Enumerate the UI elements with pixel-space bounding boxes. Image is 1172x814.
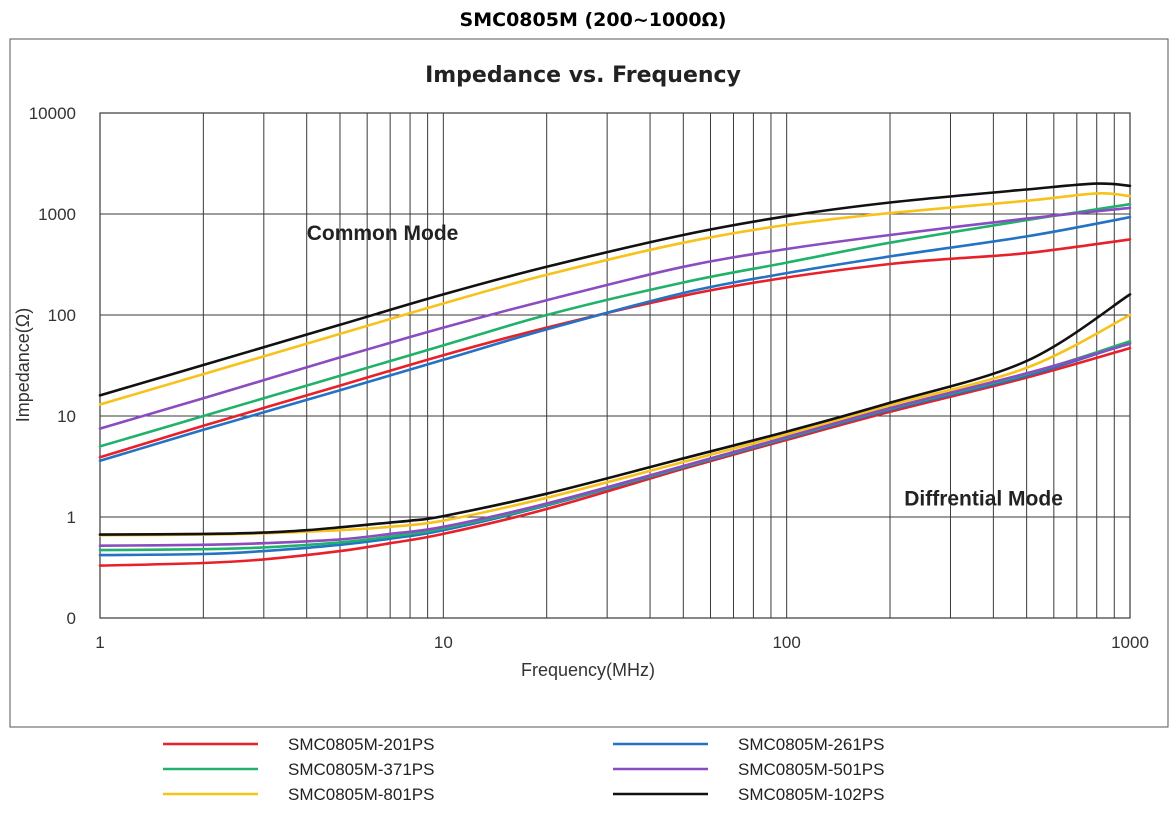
- legend-item: SMC0805M-801PS: [163, 785, 434, 804]
- series-layer: [98, 182, 1132, 567]
- y-axis-label: Impedance(Ω): [13, 308, 33, 423]
- y-tick-label: 1: [67, 508, 76, 527]
- legend: SMC0805M-201PS SMC0805M-261PS SMC0805M-371…: [163, 735, 884, 804]
- annotation-differential-mode: Diffrential Mode: [904, 487, 1063, 510]
- legend-label: SMC0805M-371PS: [288, 760, 434, 779]
- series-line-common-smc0805m-371ps: [98, 202, 1132, 448]
- legend-label: SMC0805M-261PS: [738, 735, 884, 754]
- y-tick-label: 0: [67, 609, 76, 628]
- series-line-differential-smc0805m-501ps: [98, 342, 1132, 547]
- series-line-common-smc0805m-261ps: [98, 215, 1132, 463]
- legend-item: SMC0805M-371PS: [163, 760, 434, 779]
- series-line-differential-smc0805m-102ps: [98, 293, 1132, 536]
- x-tick-label: 1000: [1111, 633, 1149, 652]
- legend-label: SMC0805M-201PS: [288, 735, 434, 754]
- y-tick-label: 10000: [29, 104, 76, 123]
- x-tick-label: 100: [772, 633, 800, 652]
- series-line-common-smc0805m-801ps: [98, 191, 1132, 406]
- annotation-common-mode: Common Mode: [307, 222, 459, 245]
- page-title: SMC0805M (200~1000Ω): [460, 9, 727, 31]
- series-line-common-smc0805m-501ps: [98, 206, 1132, 430]
- legend-item: SMC0805M-201PS: [163, 735, 434, 754]
- y-tick-label: 10: [57, 407, 76, 426]
- x-tick-label: 1: [95, 633, 104, 652]
- legend-label: SMC0805M-801PS: [288, 785, 434, 804]
- y-tick-label: 100: [48, 306, 76, 325]
- annotation-layer: Common Mode Diffrential Mode: [307, 222, 1063, 510]
- plot-area-border: [99, 112, 1131, 619]
- legend-item: SMC0805M-501PS: [613, 760, 884, 779]
- legend-item: SMC0805M-102PS: [613, 785, 884, 804]
- series-line-differential-smc0805m-201ps: [98, 346, 1132, 567]
- series-line-common-smc0805m-201ps: [98, 238, 1132, 459]
- chart-title: Impedance vs. Frequency: [425, 63, 741, 88]
- legend-label: SMC0805M-102PS: [738, 785, 884, 804]
- legend-item: SMC0805M-261PS: [613, 735, 884, 754]
- series-line-common-smc0805m-102ps: [98, 182, 1132, 397]
- x-axis-label: Frequency(MHz): [521, 660, 655, 680]
- x-tick-label: 10: [434, 633, 453, 652]
- y-tick-label: 1000: [38, 205, 76, 224]
- legend-label: SMC0805M-501PS: [738, 760, 884, 779]
